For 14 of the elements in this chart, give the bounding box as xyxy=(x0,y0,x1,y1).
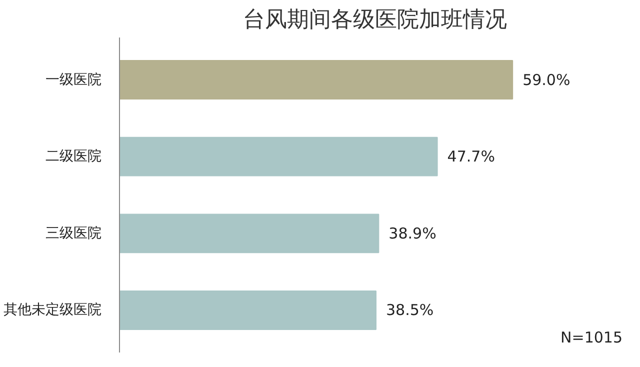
y-tick-label: 其他未定级医院 xyxy=(4,302,102,318)
bar xyxy=(120,214,380,254)
y-tick-label: 一级医院 xyxy=(46,72,102,88)
chart-title: 台风期间各级医院加班情况 xyxy=(243,8,507,32)
bar xyxy=(120,60,514,100)
y-tick-label: 二级医院 xyxy=(46,148,102,165)
data-label: 38.9% xyxy=(388,224,436,242)
data-label: 59.0% xyxy=(522,70,570,89)
bar xyxy=(120,136,438,176)
y-tick-label: 三级医院 xyxy=(46,225,102,242)
text: N=1015 xyxy=(560,328,623,346)
bar xyxy=(120,290,376,330)
data-label: 38.5% xyxy=(386,301,434,320)
data-label: 47.7% xyxy=(447,148,495,166)
